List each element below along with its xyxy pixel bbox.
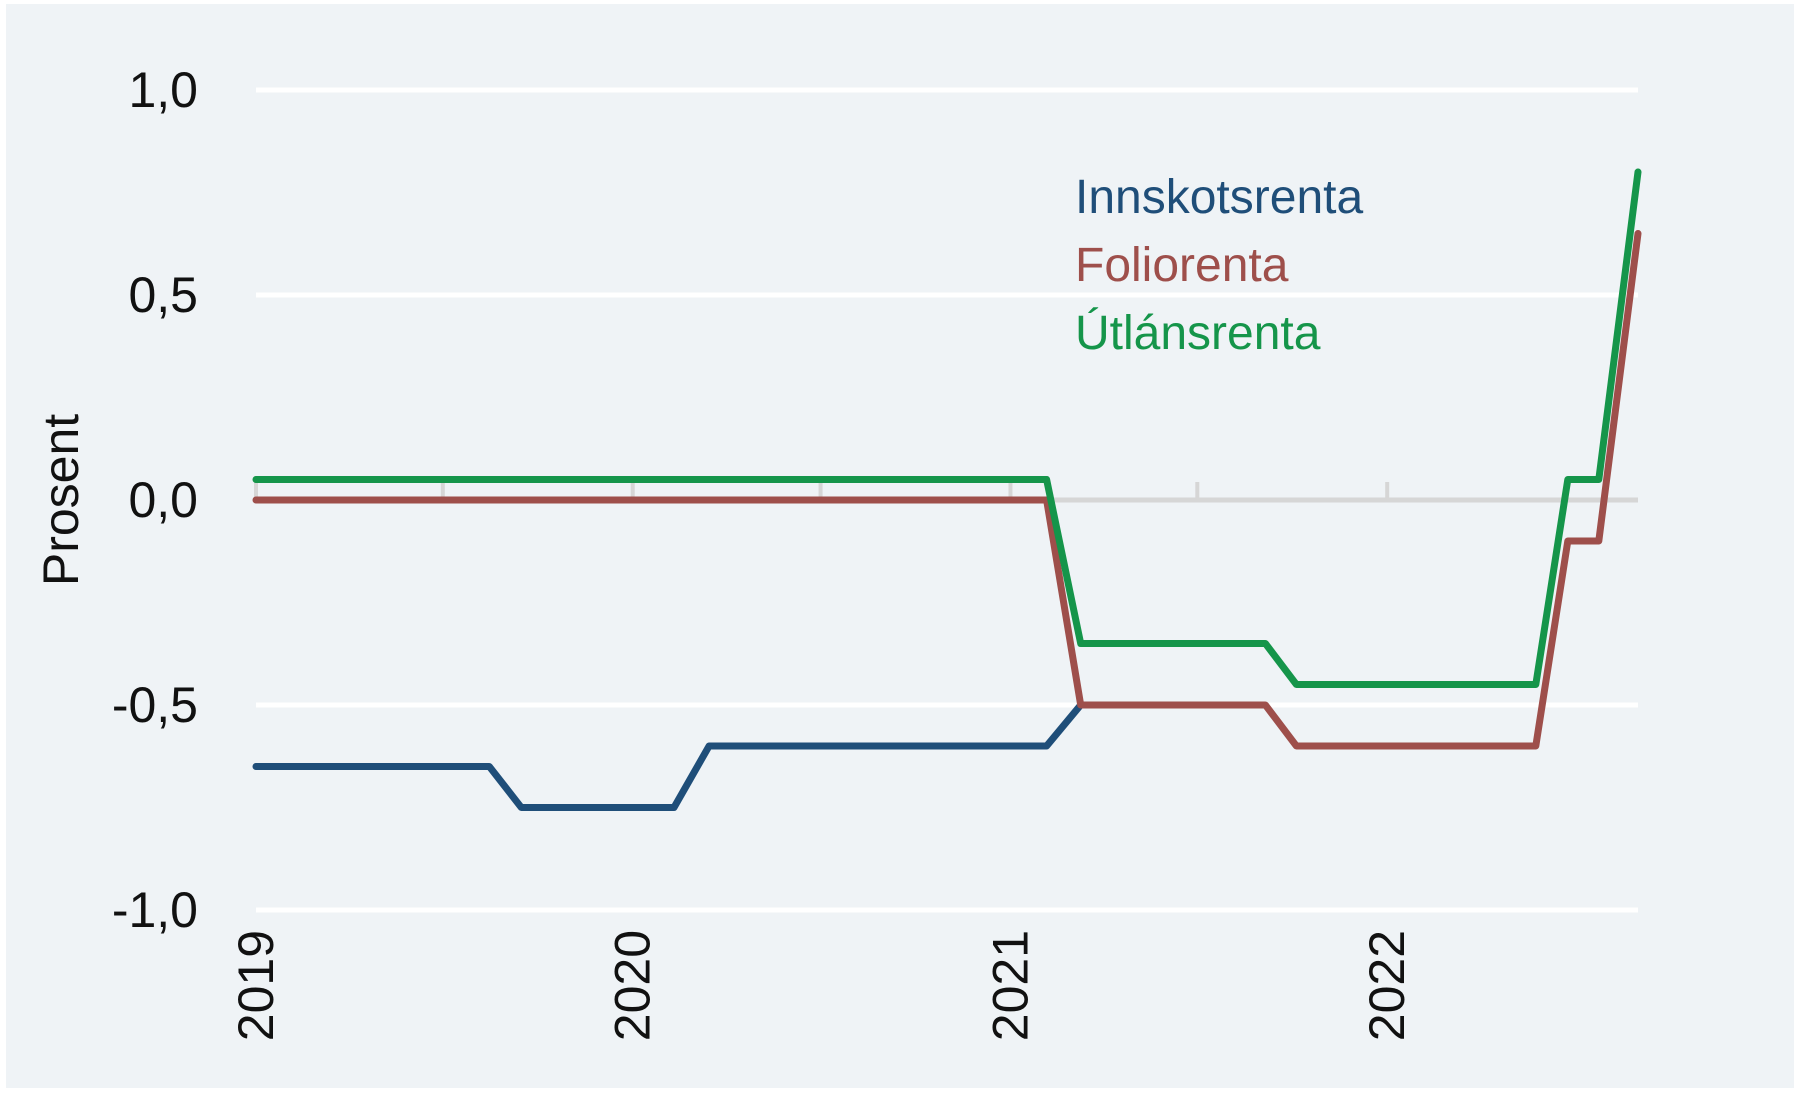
x-tick-label-2020: 2020 bbox=[605, 930, 661, 1041]
x-tick-label-2019: 2019 bbox=[228, 930, 284, 1041]
y-tick-label-2: 0,0 bbox=[128, 472, 198, 528]
series-line--tl-nsrenta bbox=[252, 168, 1642, 688]
chart-background bbox=[6, 4, 1794, 1088]
y-axis-title: Prosent bbox=[33, 414, 89, 586]
y-tick-label-0: 1,0 bbox=[128, 62, 198, 118]
legend-label--tl-nsrenta: Útlánsrenta bbox=[1075, 306, 1321, 360]
y-tick-label-1: 0,5 bbox=[128, 267, 198, 323]
legend: Innskotsrenta Foliorenta Útlánsrenta bbox=[1075, 171, 1363, 360]
y-tick-labels: 1,0 0,5 0,0 -0,5 -1,0 bbox=[112, 62, 198, 938]
y-tick-label-3: -0,5 bbox=[112, 677, 198, 733]
x-tick-label-2022: 2022 bbox=[1359, 930, 1415, 1041]
x-tick-label-2021: 2021 bbox=[982, 930, 1038, 1041]
legend-label-foliorenta: Foliorenta bbox=[1075, 239, 1289, 292]
gridlines bbox=[256, 87, 1638, 913]
series-line-innskotsrenta bbox=[252, 701, 1085, 811]
legend-label-innskotsrenta: Innskotsrenta bbox=[1075, 171, 1363, 224]
series-lines bbox=[252, 168, 1642, 811]
series-line-foliorenta bbox=[252, 230, 1642, 750]
x-tick-labels: 2019 2020 2021 2022 bbox=[228, 930, 1415, 1041]
y-tick-label-4: -1,0 bbox=[112, 882, 198, 938]
